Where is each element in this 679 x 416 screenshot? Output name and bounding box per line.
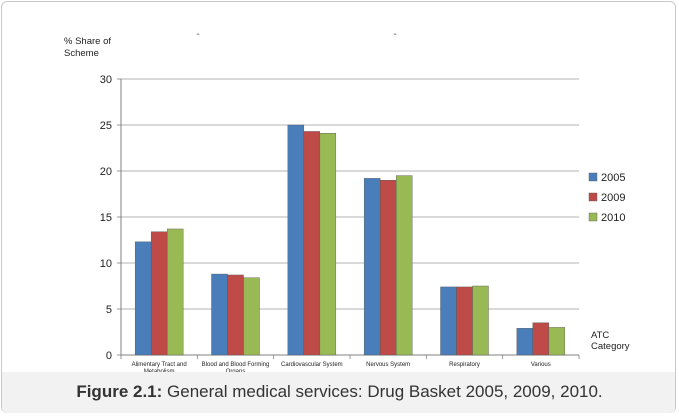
x-axis-title: Category (591, 341, 630, 352)
x-tick-label: Blood and Blood Forming (202, 362, 270, 368)
caption-bar (2, 372, 675, 413)
bar-2009 (227, 274, 244, 356)
y-tick-label: 0 (106, 350, 112, 362)
title-mark: - (196, 29, 199, 40)
legend-swatch-2005 (588, 172, 598, 182)
bar-2009 (150, 231, 168, 356)
x-tick-label: Nervous System (366, 362, 410, 368)
x-tick-label: Alimentary Tract and (132, 362, 187, 368)
x-axis-title: ATC (591, 330, 609, 341)
y-tick-label: 10 (100, 258, 112, 270)
y-tick-label: 15 (100, 212, 112, 224)
y-axis-title: % Share of (64, 36, 111, 47)
bar-2009 (532, 322, 550, 356)
x-tick-label: Various (531, 362, 551, 368)
legend-label-2010: 2010 (601, 212, 625, 224)
bar-2010 (166, 228, 184, 356)
bar-2010 (548, 327, 566, 356)
y-axis-title: Scheme (64, 48, 99, 59)
bar-2005 (516, 328, 534, 356)
bar-2009 (456, 286, 473, 356)
title-mark: - (393, 29, 396, 40)
bar-2010 (243, 277, 260, 356)
legend-label-2005: 2005 (601, 172, 625, 184)
legend-swatch-2010 (588, 212, 598, 222)
bar-2005 (440, 286, 457, 356)
bar-2005 (211, 273, 228, 356)
x-tick-label: Respiratory (449, 362, 480, 368)
bar-2010 (395, 175, 413, 356)
bar-2010 (319, 133, 337, 356)
caption-label: Figure 2.1: (76, 382, 163, 401)
bar-2009 (379, 179, 397, 356)
bar-2005 (363, 178, 381, 356)
bar-2009 (303, 131, 321, 356)
bar-2005 (287, 124, 305, 356)
legend-label-2009: 2009 (601, 192, 625, 204)
y-tick-label: 30 (100, 74, 112, 86)
bar-2010 (472, 285, 489, 356)
x-tick-label: Organs (226, 369, 246, 372)
y-tick-label: 25 (100, 120, 112, 132)
y-tick-label: 5 (106, 304, 112, 316)
x-tick-label: Metabolism (144, 369, 175, 372)
caption-text: General medical services: Drug Basket 20… (162, 382, 603, 401)
x-tick-label: Cardiovascular System (281, 362, 343, 368)
y-tick-label: 20 (100, 166, 112, 178)
figure-caption: Figure 2.1: General medical services: Dr… (0, 382, 679, 402)
bar-2005 (134, 241, 152, 356)
legend-swatch-2009 (588, 192, 598, 202)
